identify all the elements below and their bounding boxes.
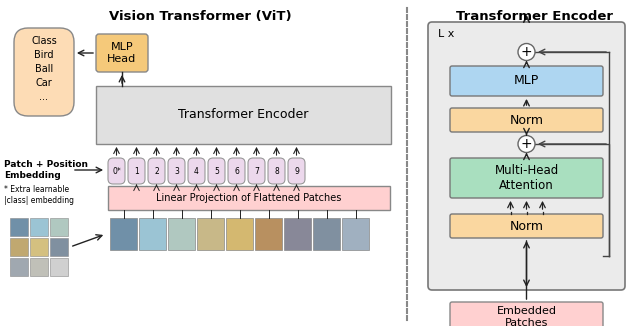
FancyBboxPatch shape <box>288 158 305 184</box>
Bar <box>50 218 68 236</box>
FancyBboxPatch shape <box>450 66 603 96</box>
Bar <box>197 218 224 250</box>
Bar <box>50 258 68 276</box>
Circle shape <box>518 136 535 153</box>
Bar <box>96 86 391 144</box>
Text: Class
Bird
Ball
Car
...: Class Bird Ball Car ... <box>31 36 57 102</box>
FancyBboxPatch shape <box>208 158 225 184</box>
FancyBboxPatch shape <box>450 214 603 238</box>
Bar <box>30 238 48 256</box>
FancyBboxPatch shape <box>148 158 165 184</box>
FancyBboxPatch shape <box>268 158 285 184</box>
Text: MLP: MLP <box>514 75 539 87</box>
Bar <box>168 218 195 250</box>
Text: Embedded
Patches: Embedded Patches <box>497 306 557 326</box>
Text: 2: 2 <box>154 167 159 175</box>
FancyBboxPatch shape <box>128 158 145 184</box>
Bar <box>226 218 253 250</box>
Text: Multi-Head
Attention: Multi-Head Attention <box>494 164 559 192</box>
FancyBboxPatch shape <box>96 34 148 72</box>
Bar <box>110 218 137 250</box>
FancyBboxPatch shape <box>450 302 603 326</box>
Text: Vision Transformer (ViT): Vision Transformer (ViT) <box>109 10 291 23</box>
Bar <box>10 238 28 256</box>
Text: MLP
Head: MLP Head <box>108 42 136 64</box>
Text: +: + <box>521 45 532 59</box>
FancyBboxPatch shape <box>450 158 603 198</box>
Text: 5: 5 <box>214 167 219 175</box>
Text: * Extra learnable
|class| embedding: * Extra learnable |class| embedding <box>4 185 74 205</box>
FancyBboxPatch shape <box>450 108 603 132</box>
Bar <box>255 218 282 250</box>
Text: Linear Projection of Flattened Patches: Linear Projection of Flattened Patches <box>156 193 342 203</box>
Text: L x: L x <box>438 29 454 39</box>
FancyBboxPatch shape <box>188 158 205 184</box>
Text: 8: 8 <box>274 167 279 175</box>
Bar <box>139 218 166 250</box>
Bar <box>342 218 369 250</box>
Text: 9: 9 <box>294 167 299 175</box>
FancyBboxPatch shape <box>14 28 74 116</box>
Text: Transformer Encoder: Transformer Encoder <box>179 109 308 122</box>
Text: Patch + Position
Embedding: Patch + Position Embedding <box>4 160 88 180</box>
Bar <box>30 258 48 276</box>
Text: Norm: Norm <box>509 113 543 126</box>
FancyBboxPatch shape <box>428 22 625 290</box>
Bar <box>10 258 28 276</box>
FancyBboxPatch shape <box>108 158 125 184</box>
Text: 1: 1 <box>134 167 139 175</box>
Text: Transformer Encoder: Transformer Encoder <box>456 10 614 23</box>
Text: +: + <box>521 137 532 151</box>
FancyBboxPatch shape <box>248 158 265 184</box>
Bar <box>30 218 48 236</box>
Bar <box>108 186 390 210</box>
Bar <box>313 218 340 250</box>
Text: Norm: Norm <box>509 219 543 232</box>
Text: 3: 3 <box>174 167 179 175</box>
FancyBboxPatch shape <box>168 158 185 184</box>
FancyBboxPatch shape <box>228 158 245 184</box>
Text: 6: 6 <box>234 167 239 175</box>
Text: 7: 7 <box>254 167 259 175</box>
Bar <box>284 218 311 250</box>
Text: 0*: 0* <box>112 167 121 175</box>
Circle shape <box>518 43 535 61</box>
Text: 4: 4 <box>194 167 199 175</box>
Bar <box>50 238 68 256</box>
Bar <box>10 218 28 236</box>
